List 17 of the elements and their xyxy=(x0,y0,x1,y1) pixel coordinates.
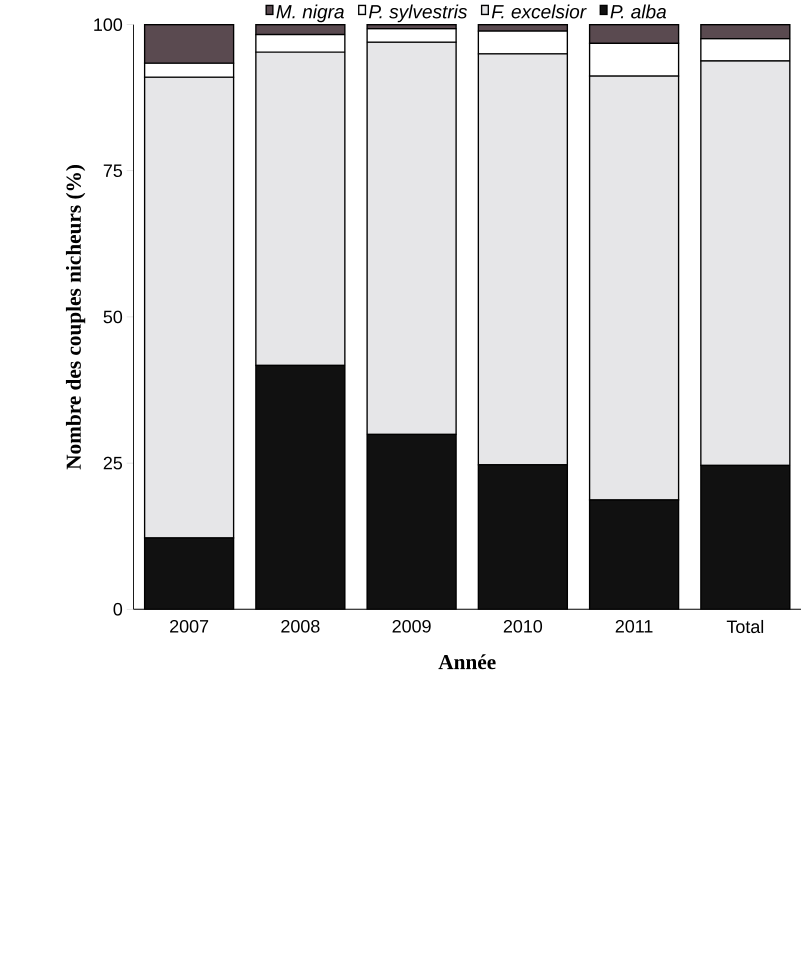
x-tick-label: 2007 xyxy=(170,620,208,633)
legend-label: P. sylvestris xyxy=(368,4,467,22)
x-tick-label: 2009 xyxy=(392,620,431,633)
x-tick-label: Total xyxy=(726,620,763,634)
y-tick-label: 0 xyxy=(113,602,122,616)
y-tick-label: 75 xyxy=(104,164,122,178)
x-tick-label: 2011 xyxy=(616,620,652,633)
y-tick-label: 100 xyxy=(94,18,122,31)
legend-label: F. excelsior xyxy=(492,4,587,18)
x-tick-label: 2010 xyxy=(504,620,542,633)
y-tick-label: 25 xyxy=(104,456,122,470)
y-axis-title: Nombre des couples nicheurs (%) xyxy=(66,165,86,470)
x-tick-label: 2008 xyxy=(281,620,320,633)
legend-label: P. alba xyxy=(610,4,666,18)
y-tick-label: 50 xyxy=(103,310,122,324)
legend-label: M. nigra xyxy=(276,4,344,22)
x-axis-title: Année xyxy=(438,654,496,670)
